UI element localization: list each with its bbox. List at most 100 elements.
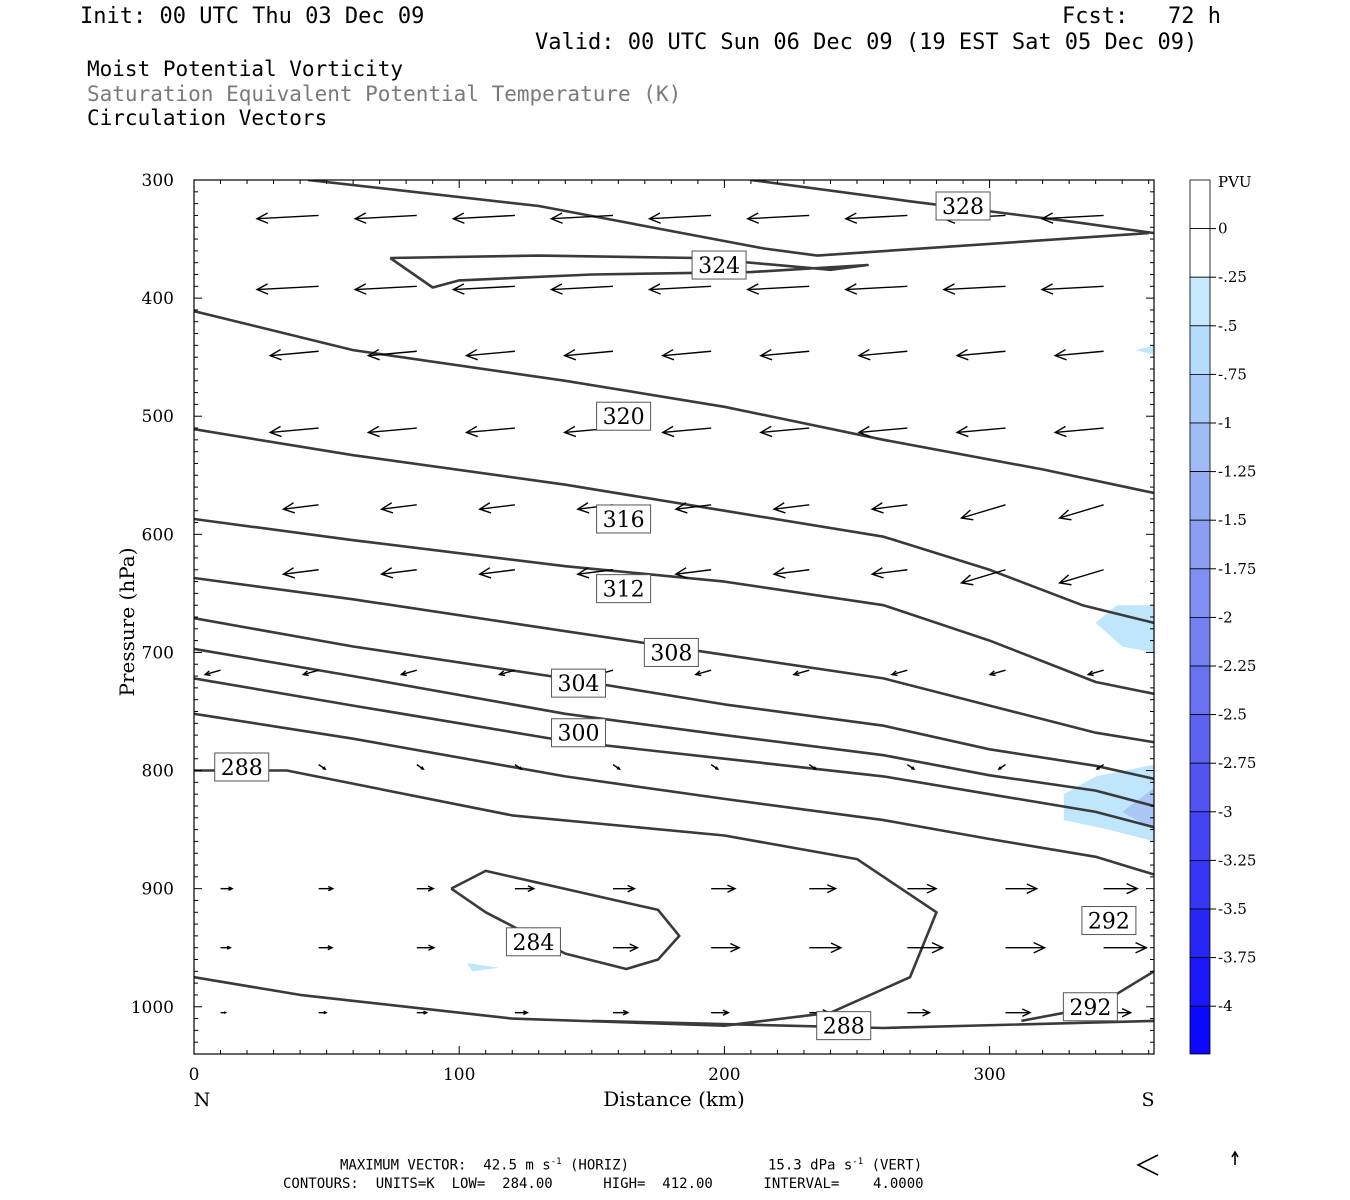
circulation-vector bbox=[514, 764, 523, 770]
vector-shaft bbox=[453, 214, 515, 220]
vert-vector-text: 15.3 dPa s bbox=[768, 1157, 853, 1174]
vector-shaft bbox=[466, 350, 515, 357]
circulation-vector bbox=[416, 885, 435, 892]
vector-head bbox=[844, 212, 858, 224]
vector-head bbox=[549, 283, 563, 295]
colorbar-label: -2.75 bbox=[1218, 754, 1256, 772]
vector-shaft bbox=[845, 214, 908, 220]
colorbar-label: -1.5 bbox=[1218, 511, 1247, 529]
circulation-vector bbox=[907, 941, 945, 954]
vector-head bbox=[379, 502, 394, 514]
circulation-vector bbox=[464, 425, 515, 438]
circulation-vector bbox=[549, 283, 614, 295]
vector-head bbox=[661, 425, 675, 438]
circulation-vector bbox=[514, 1010, 529, 1016]
circulation-vector bbox=[907, 883, 938, 894]
circulation-vector bbox=[318, 764, 327, 770]
circulation-vector bbox=[281, 502, 319, 514]
vector-head bbox=[353, 212, 367, 224]
vector-head bbox=[1086, 670, 1094, 677]
circulation-vector bbox=[366, 425, 417, 438]
vector-head bbox=[926, 883, 938, 894]
vector-head bbox=[518, 766, 523, 770]
vector-head bbox=[922, 1008, 932, 1017]
forecast-hour: Fcst: 72 h bbox=[1062, 4, 1221, 29]
circulation-vector bbox=[255, 212, 319, 224]
vector-head bbox=[427, 885, 435, 892]
contour-label-box bbox=[505, 927, 561, 957]
vector-shaft bbox=[204, 669, 221, 676]
vector-head bbox=[255, 212, 269, 224]
vector-shaft bbox=[872, 504, 908, 510]
theta-contour-320-3 bbox=[194, 309, 1154, 495]
vector-head bbox=[1022, 1008, 1032, 1017]
vector-shaft bbox=[858, 427, 908, 434]
vector-shaft bbox=[773, 504, 810, 510]
vector-head bbox=[1040, 283, 1054, 295]
vector-shaft bbox=[649, 214, 712, 220]
vector-head bbox=[627, 884, 637, 893]
vector-head bbox=[661, 348, 675, 361]
contour-label-324: 324 bbox=[698, 254, 740, 279]
vector-shaft bbox=[695, 669, 712, 676]
contour-label-box bbox=[596, 574, 652, 604]
vector-head bbox=[281, 502, 296, 514]
theta-contour-324-2 bbox=[389, 254, 869, 289]
vector-shaft bbox=[355, 285, 417, 291]
pv-shade-region-3 bbox=[1135, 345, 1154, 355]
vector-head bbox=[830, 942, 843, 954]
vector-head bbox=[268, 348, 282, 361]
vector-head bbox=[327, 885, 335, 892]
vector-shaft bbox=[845, 285, 908, 291]
vector-head bbox=[1121, 1007, 1133, 1018]
circulation-vector bbox=[318, 885, 335, 892]
vector-head bbox=[523, 1010, 529, 1016]
colorbar-swatch bbox=[1189, 276, 1211, 327]
vector-shaft bbox=[675, 504, 712, 510]
circulation-vector bbox=[870, 567, 908, 579]
vector-head bbox=[268, 425, 282, 438]
circulation-vector bbox=[857, 425, 908, 438]
circulation-vector bbox=[890, 669, 908, 677]
vector-head bbox=[759, 348, 773, 361]
vector-head bbox=[379, 567, 394, 579]
field-title-pv: Moist Potential Vorticity bbox=[87, 57, 404, 81]
circulation-vector bbox=[746, 283, 810, 295]
vector-shaft bbox=[303, 669, 319, 676]
contour-label-box bbox=[551, 668, 607, 698]
circulation-vector bbox=[301, 669, 319, 677]
circulation-vector bbox=[988, 669, 1006, 677]
circulation-vector bbox=[379, 502, 417, 514]
circulation-vector bbox=[711, 942, 741, 953]
vector-head bbox=[1026, 883, 1039, 894]
y-tick-label: 500 bbox=[142, 407, 174, 427]
vector-head bbox=[629, 943, 640, 952]
circulation-vector bbox=[772, 567, 810, 579]
contour-label-316: 316 bbox=[603, 508, 645, 533]
vector-head bbox=[1095, 766, 1100, 770]
contour-label-320: 320 bbox=[603, 405, 645, 430]
circulation-vector bbox=[576, 567, 614, 579]
vector-head bbox=[931, 941, 945, 954]
circulation-vector bbox=[353, 212, 417, 224]
circulation-vector bbox=[959, 504, 1006, 521]
circulation-vector bbox=[416, 944, 436, 951]
vector-shaft bbox=[564, 350, 614, 357]
vector-head bbox=[549, 212, 563, 224]
circulation-vector bbox=[562, 348, 614, 361]
contour-label-box bbox=[935, 191, 991, 221]
circulation-vector bbox=[549, 212, 614, 224]
vector-shaft bbox=[957, 350, 1006, 357]
max-vector-info: MAXIMUM VECTOR: 42.5 m s-1 (HORIZ) bbox=[340, 1157, 629, 1174]
vector-shaft bbox=[577, 569, 614, 575]
vector-head bbox=[428, 944, 436, 951]
circulation-vector bbox=[612, 764, 621, 770]
circulation-vector bbox=[759, 348, 810, 361]
colorbar-label: -1 bbox=[1218, 414, 1233, 432]
vector-shaft bbox=[747, 214, 810, 220]
colorbar-swatch bbox=[1189, 811, 1211, 861]
circulation-vector bbox=[955, 348, 1006, 361]
vector-head bbox=[322, 766, 327, 770]
vector-shaft bbox=[453, 285, 515, 291]
